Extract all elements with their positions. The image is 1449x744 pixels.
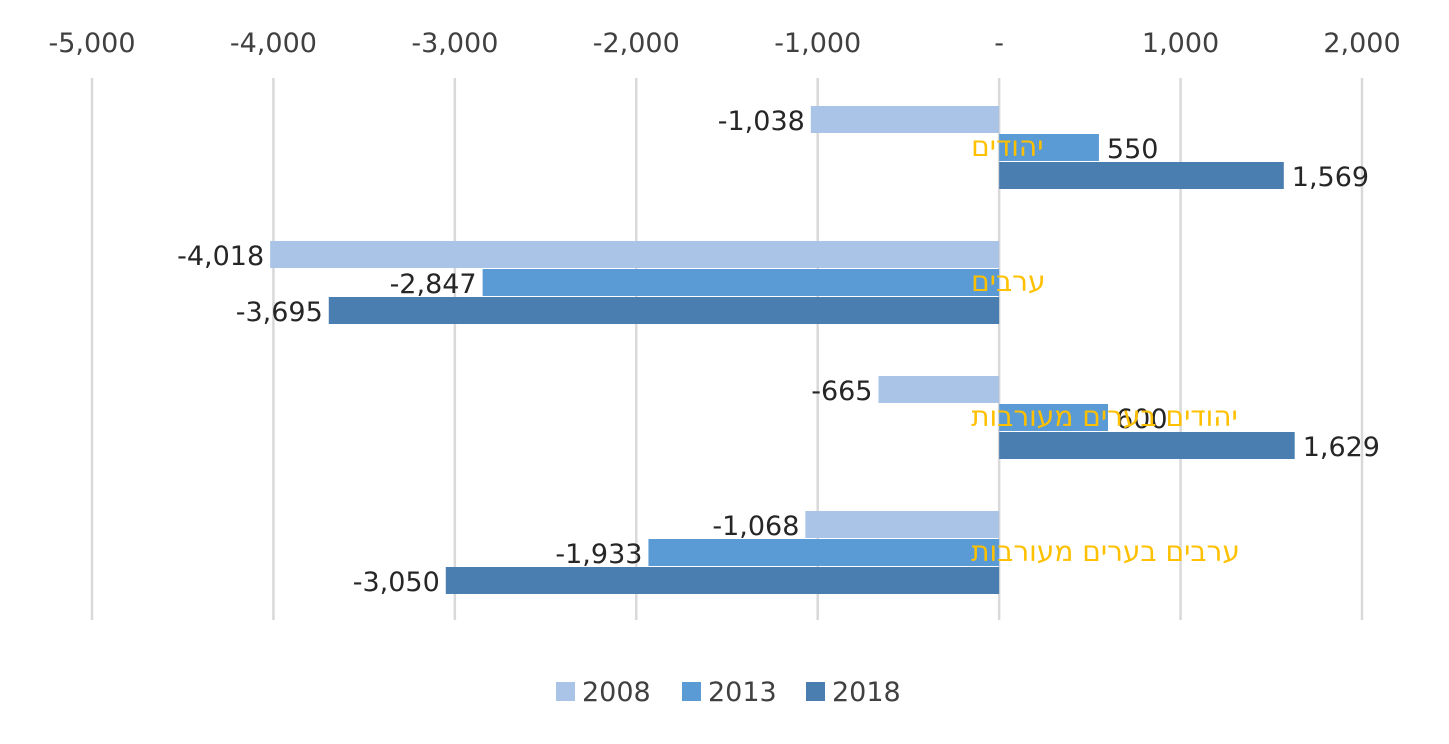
category-labels: יהודים ערבים יהודים בערים מעורבות ערבים בער… — [971, 130, 1240, 568]
data-labels: -1,038 550 1,569 -4,018 -2,847 -3,695 -665 600 1… — [177, 106, 1380, 598]
bar-2018 — [445, 567, 1000, 594]
data-label: 1,629 — [1303, 432, 1380, 463]
category-label: ערבים — [971, 265, 1045, 298]
data-label: -1,038 — [718, 106, 805, 137]
data-label: -1,068 — [712, 511, 799, 542]
x-tick-label: -2,000 — [593, 28, 680, 59]
data-label: 550 — [1107, 134, 1159, 165]
category-label: ערבים בערים מעורבות — [971, 535, 1240, 568]
x-tick-label: 1,000 — [1142, 28, 1219, 59]
x-tick-label: -5,000 — [48, 28, 135, 59]
bars — [270, 106, 1295, 594]
bar-2018 — [999, 162, 1284, 189]
data-label: -665 — [811, 376, 872, 407]
x-axis-ticks: -5,000 -4,000 -3,000 -2,000 -1,000-1,000 2,00… — [48, 28, 1400, 59]
x-tick-label: -1,000 — [774, 28, 861, 59]
data-label: 1,569 — [1292, 162, 1369, 193]
data-label: -4,018 — [177, 241, 264, 272]
data-label: 600 — [1116, 404, 1168, 435]
legend-swatch — [806, 682, 825, 701]
data-label: -3,695 — [236, 297, 323, 328]
data-label: -1,933 — [555, 539, 642, 570]
bar-2008 — [878, 376, 1000, 403]
legend-swatch — [682, 682, 701, 701]
bar-2013 — [482, 269, 1000, 296]
bar-2008 — [810, 106, 1000, 133]
x-tick-label: 2,000 — [1323, 28, 1400, 59]
legend: 2008 2013 2018 — [556, 677, 901, 708]
data-label: -3,050 — [353, 567, 440, 598]
bar-2018 — [328, 297, 1000, 324]
x-tick-label: - — [994, 28, 1004, 59]
bar-2008 — [805, 511, 1000, 538]
legend-label: 2018 — [832, 677, 901, 708]
x-tick-label: -3,000 — [411, 28, 498, 59]
legend-swatch — [556, 682, 575, 701]
legend-label: 2013 — [708, 677, 777, 708]
x-tick-label: -4,000 — [230, 28, 317, 59]
bar-2013 — [999, 404, 1108, 431]
data-label: -2,847 — [390, 269, 477, 300]
category-label: יהודים — [971, 130, 1043, 163]
bar-2018 — [999, 432, 1295, 459]
bar-2013 — [999, 134, 1099, 161]
bar-2008 — [270, 241, 1000, 268]
category-label: יהודים בערים מעורבות — [971, 400, 1238, 433]
legend-label: 2008 — [582, 677, 651, 708]
bar-2013 — [648, 539, 1000, 566]
